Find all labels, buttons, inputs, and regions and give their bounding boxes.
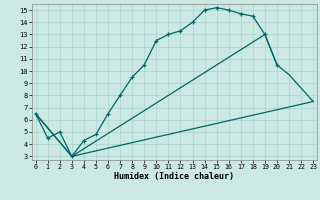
- X-axis label: Humidex (Indice chaleur): Humidex (Indice chaleur): [115, 172, 234, 181]
